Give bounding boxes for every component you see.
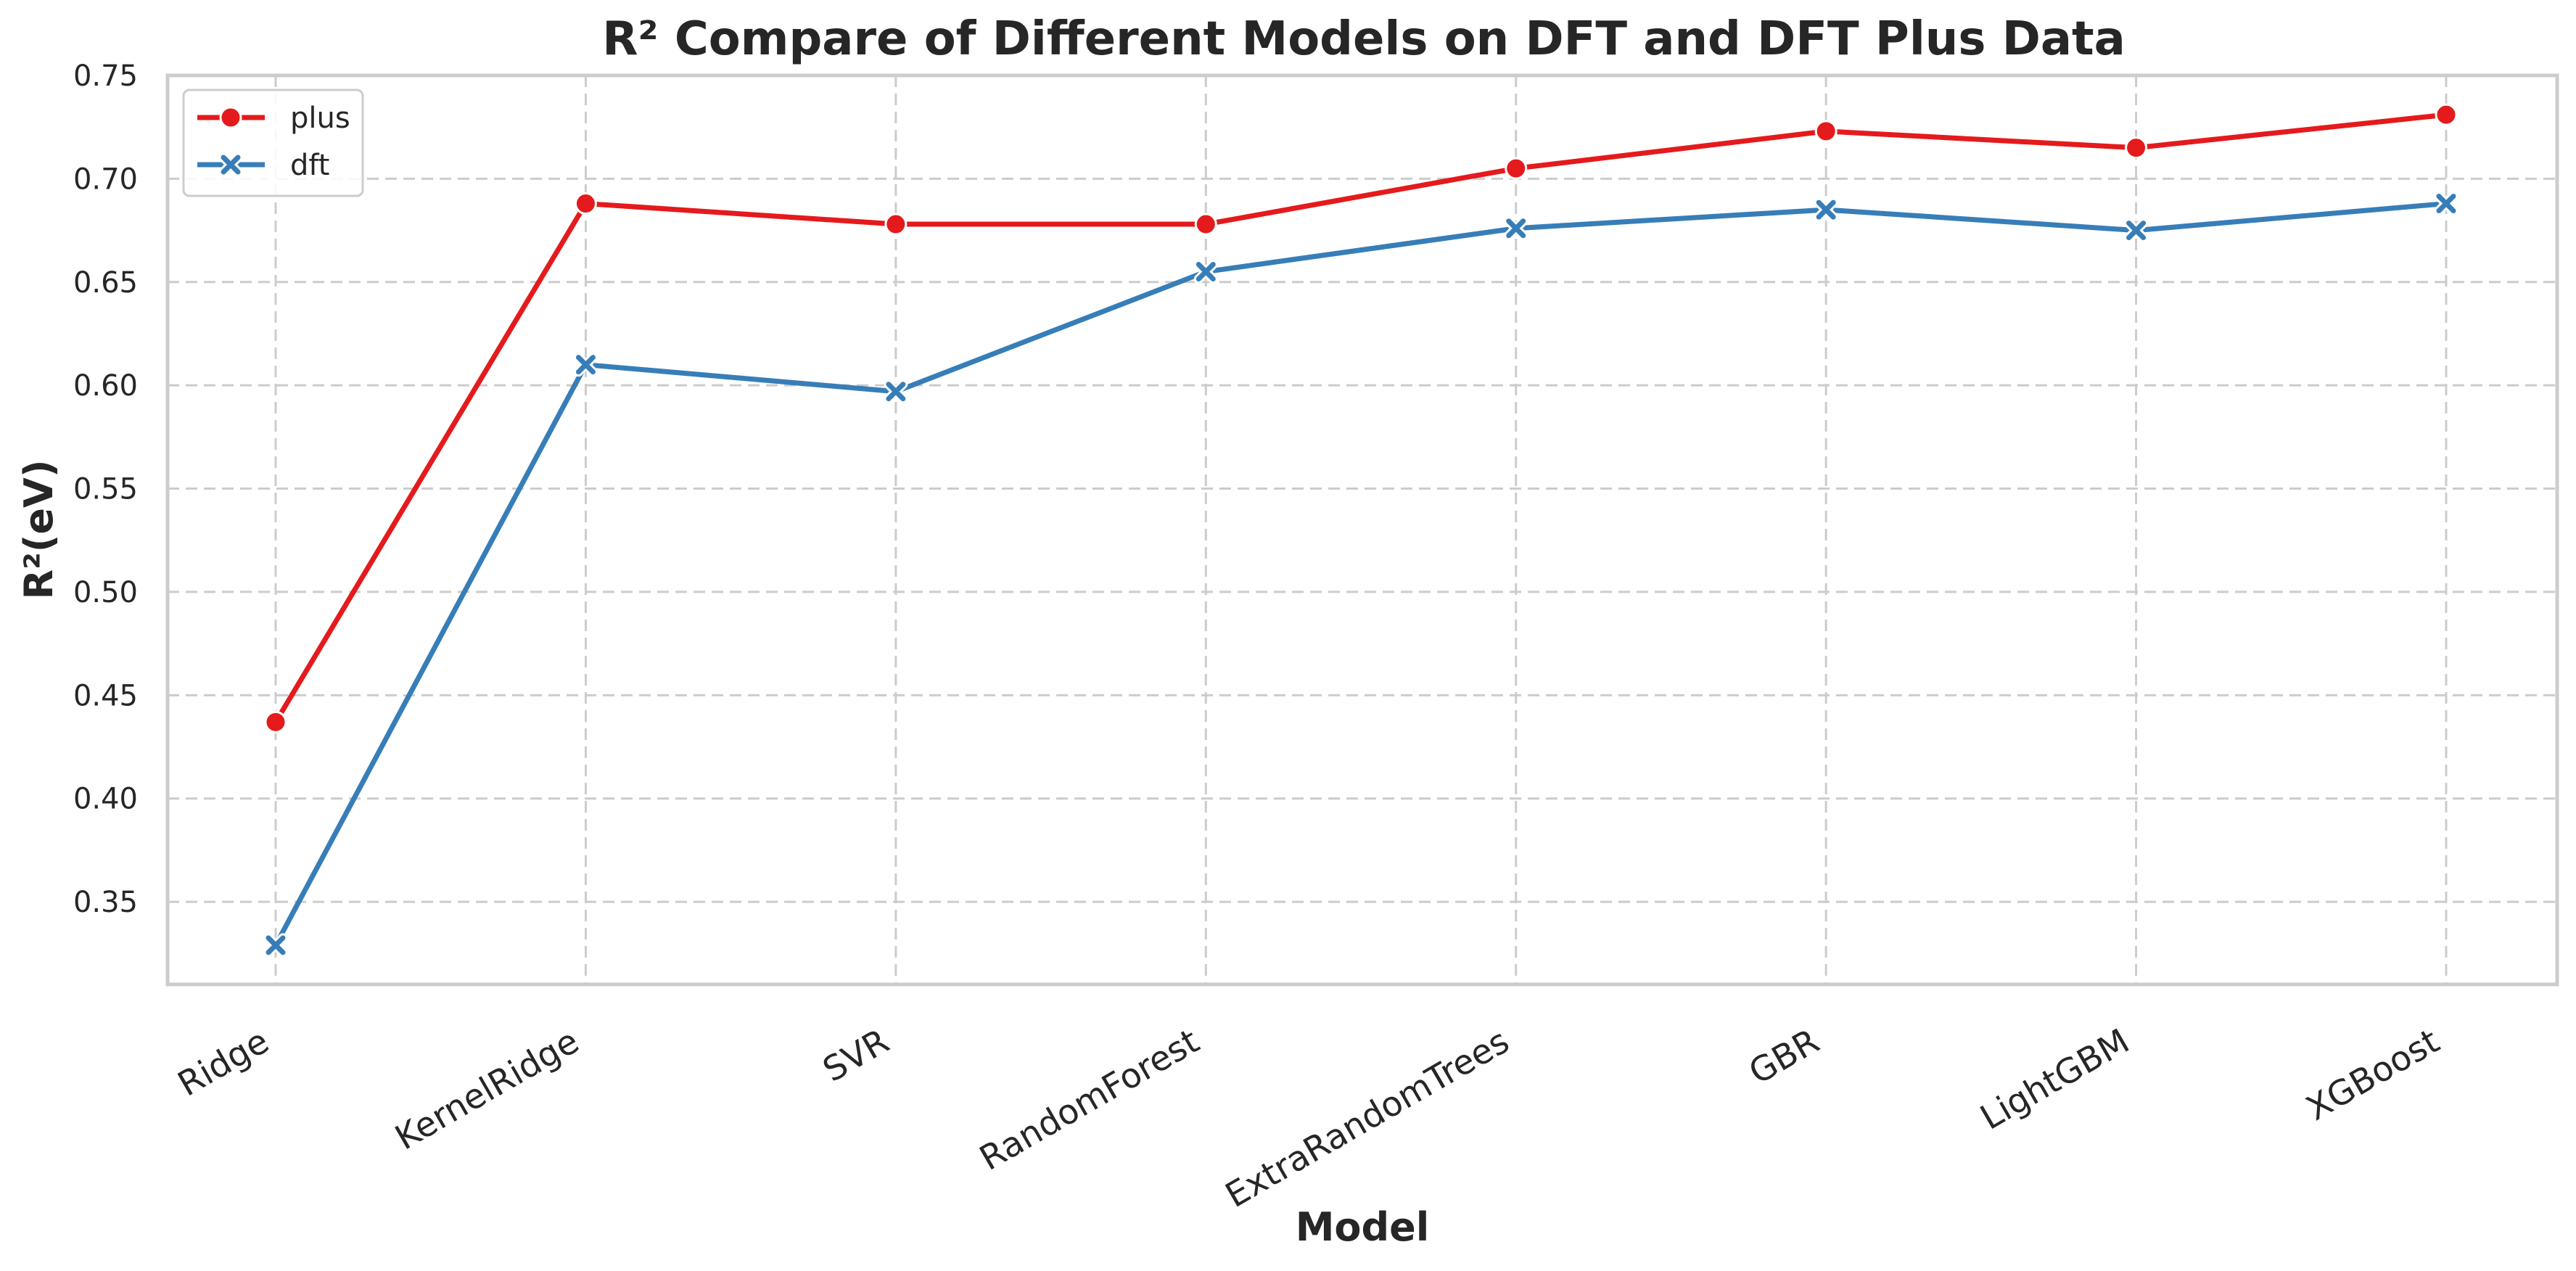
data-point-dft xyxy=(1506,218,1526,239)
legend-item-dft: dft xyxy=(197,149,329,182)
data-point-plus xyxy=(1814,120,1838,143)
series-line-dft xyxy=(273,201,2449,948)
series-group xyxy=(263,103,2458,958)
data-point-plus xyxy=(884,213,908,236)
data-point-dft xyxy=(2436,194,2456,214)
legend-label-plus: plus xyxy=(290,102,350,135)
y-tick-label: 0.55 xyxy=(73,473,138,506)
data-point-plus xyxy=(574,192,597,215)
data-point-plus xyxy=(1505,157,1528,180)
series-dft xyxy=(263,192,2458,958)
series-plus xyxy=(264,103,2458,733)
y-tick-label: 0.50 xyxy=(73,576,138,609)
y-tick-label: 0.35 xyxy=(73,886,138,919)
data-point-plus xyxy=(1194,213,1217,236)
y-tick-label: 0.65 xyxy=(73,266,138,300)
y-axis-ticks: 0.35 0.40 0.45 0.50 0.55 0.60 0.65 0.70 0.75 xyxy=(73,59,138,919)
data-point-dft xyxy=(2126,221,2147,241)
data-point-plus xyxy=(2125,136,2148,160)
legend: plus dft xyxy=(182,89,364,197)
legend-marker-dft xyxy=(221,155,241,175)
x-axis-label: Model xyxy=(1296,1204,1430,1250)
legend-items: plus dft xyxy=(197,102,350,182)
legend-item-plus: plus xyxy=(197,102,350,135)
y-tick-label: 0.40 xyxy=(73,783,138,816)
legend-label-dft: dft xyxy=(290,149,329,182)
data-point-plus xyxy=(264,710,287,733)
legend-marker-plus xyxy=(219,106,242,129)
plot-frame xyxy=(165,73,2559,987)
data-point-dft xyxy=(266,935,286,955)
data-point-dft xyxy=(575,355,596,375)
y-tick-label: 0.45 xyxy=(73,679,138,712)
y-axis-label: R²(eV) xyxy=(16,459,62,599)
data-point-plus xyxy=(2435,103,2458,126)
y-tick-label: 0.75 xyxy=(73,59,138,93)
y-tick-label: 0.70 xyxy=(73,163,138,196)
data-point-dft xyxy=(886,382,906,402)
data-point-dft xyxy=(1816,200,1836,220)
series-line-plus xyxy=(273,112,2449,725)
y-tick-label: 0.60 xyxy=(73,369,138,403)
data-point-dft xyxy=(1196,262,1216,282)
chart-title: R² Compare of Different Models on DFT an… xyxy=(602,12,2126,66)
